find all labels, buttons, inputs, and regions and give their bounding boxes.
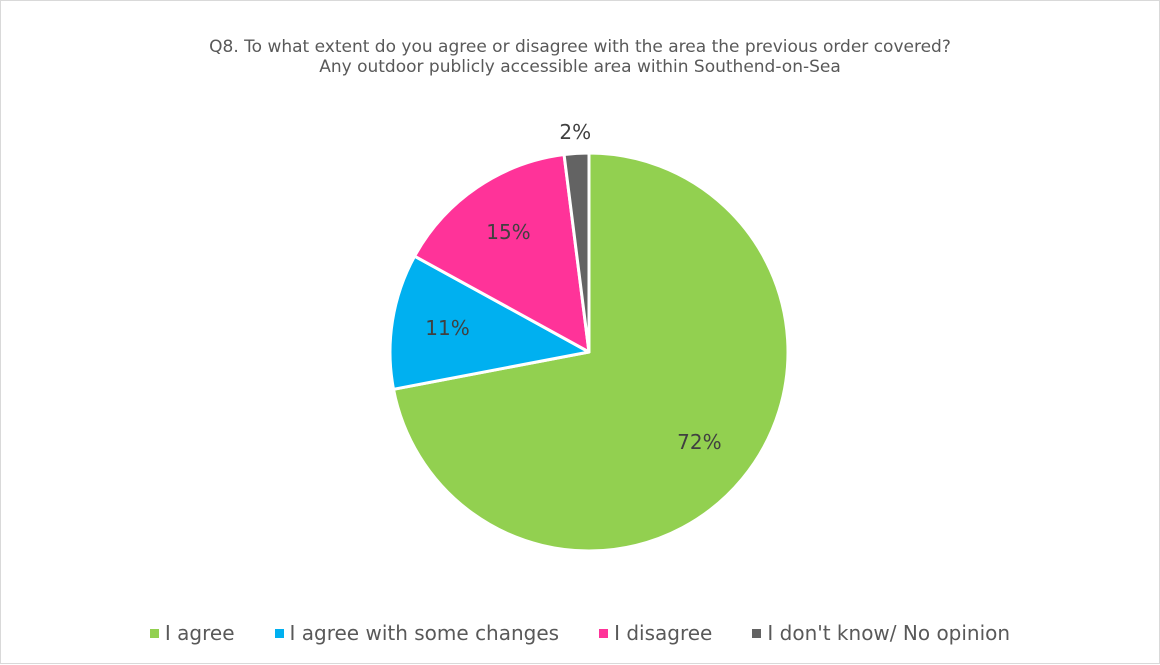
pie-data-label: 11% xyxy=(425,316,469,340)
legend-item-i-disagree: I disagree xyxy=(599,621,712,645)
pie-slices xyxy=(388,151,790,553)
chart-legend: I agree I agree with some changes I disa… xyxy=(1,621,1159,645)
chart-subtitle: Any outdoor publicly accessible area wit… xyxy=(319,57,841,77)
legend-item-dont-know: I don't know/ No opinion xyxy=(752,621,1010,645)
pie-data-label: 2% xyxy=(559,120,591,144)
pie-slice xyxy=(388,254,591,391)
pie-slice xyxy=(413,153,591,354)
legend-label: I don't know/ No opinion xyxy=(767,621,1011,645)
pie-slice xyxy=(392,151,790,553)
legend-swatch xyxy=(752,628,762,638)
pie-data-labels: 72% 11% 15% 2% xyxy=(425,120,721,454)
legend-item-i-agree-with-some-changes: I agree with some changes xyxy=(274,621,560,645)
pie-slice xyxy=(562,151,591,354)
legend-label: I disagree xyxy=(614,621,713,645)
legend-swatch xyxy=(274,628,284,638)
legend-item-i-agree: I agree xyxy=(149,621,235,645)
legend-swatch xyxy=(149,628,159,638)
legend-label: I agree xyxy=(164,621,235,645)
pie-data-label: 15% xyxy=(486,220,530,244)
legend-label: I agree with some changes xyxy=(289,621,560,645)
chart-title: Q8. To what extent do you agree or disag… xyxy=(209,37,951,57)
legend-swatch xyxy=(599,628,609,638)
pie-data-label: 72% xyxy=(677,430,721,454)
